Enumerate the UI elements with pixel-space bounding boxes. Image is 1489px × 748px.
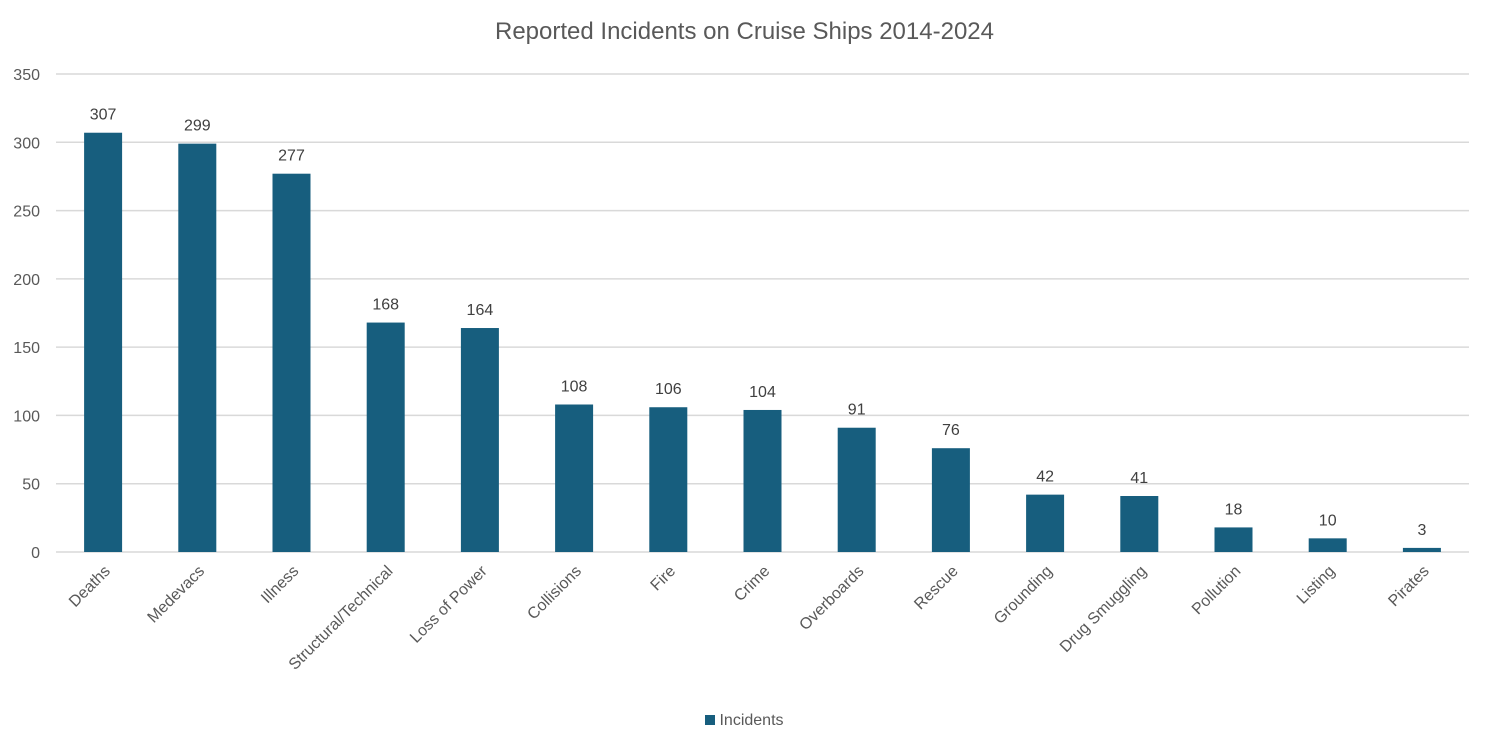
x-tick-label: Illness: [258, 563, 302, 607]
y-tick-label: 150: [13, 340, 40, 357]
y-tick-label: 100: [13, 408, 40, 425]
data-label: 3: [1417, 522, 1426, 539]
x-tick-label: Crime: [731, 563, 773, 605]
bar: [837, 427, 876, 552]
x-tick-label: Structural/Technical: [286, 563, 397, 674]
legend: Incidents: [0, 712, 1489, 730]
x-tick-label: Fire: [648, 563, 680, 595]
data-label: 307: [90, 107, 117, 124]
bar: [931, 448, 970, 552]
x-tick-label: Pollution: [1189, 563, 1244, 618]
x-tick-label: Listing: [1294, 563, 1339, 608]
y-tick-label: 250: [13, 204, 40, 221]
data-label: 76: [942, 422, 960, 439]
bar: [272, 173, 311, 552]
bar: [460, 328, 499, 552]
x-tick-label: Rescue: [911, 563, 961, 613]
data-label: 42: [1036, 469, 1054, 486]
legend-swatch: [705, 715, 716, 725]
chart-title: Reported Incidents on Cruise Ships 2014-…: [495, 18, 994, 45]
data-label: 18: [1225, 501, 1243, 518]
x-tick-label: Deaths: [66, 563, 114, 611]
bar: [743, 409, 782, 552]
x-tick-label: Drug Smuggling: [1057, 563, 1150, 656]
x-tick-label: Collisions: [524, 563, 584, 623]
bar: [1120, 496, 1159, 552]
y-tick-label: 50: [22, 477, 40, 494]
x-tick-label: Medevacs: [145, 563, 209, 627]
data-label: 168: [372, 297, 399, 314]
y-tick-label: 0: [31, 545, 40, 562]
bar: [1308, 538, 1347, 552]
data-label: 106: [655, 381, 682, 398]
legend-label: Incidents: [719, 712, 784, 729]
bar: [178, 143, 217, 552]
y-tick-label: 300: [13, 135, 40, 152]
data-label: 164: [467, 302, 494, 319]
y-tick-label: 350: [13, 67, 40, 84]
data-label: 108: [561, 379, 588, 396]
data-label: 277: [278, 148, 305, 165]
data-label: 104: [749, 384, 776, 401]
data-label: 91: [848, 402, 866, 419]
bar: [366, 322, 405, 552]
bar: [555, 404, 594, 552]
bar: [1402, 547, 1441, 552]
bar: [1214, 527, 1253, 552]
bar: [649, 407, 688, 552]
data-label: 299: [184, 118, 211, 135]
data-label: 10: [1319, 512, 1337, 529]
x-tick-label: Pirates: [1385, 563, 1432, 610]
x-tick-label: Grounding: [991, 563, 1056, 628]
bar: [84, 132, 123, 552]
y-tick-label: 200: [13, 272, 40, 289]
bar: [1026, 494, 1065, 552]
x-tick-label: Loss of Power: [407, 562, 491, 646]
data-label: 41: [1130, 470, 1148, 487]
x-tick-label: Overboards: [796, 563, 867, 634]
